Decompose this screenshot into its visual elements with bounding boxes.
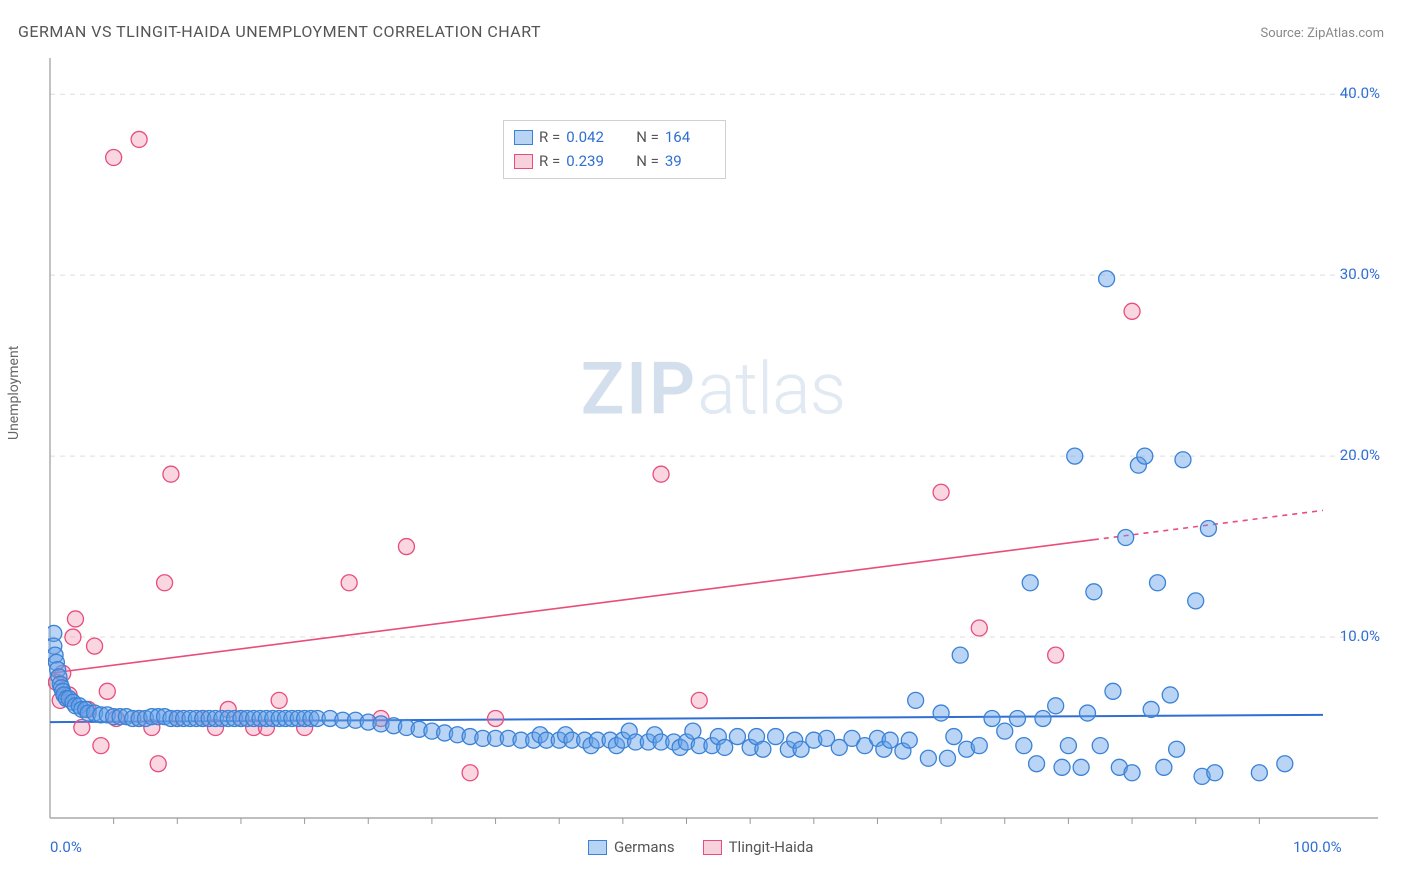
series-legend: Germans Tlingit-Haida bbox=[588, 838, 813, 856]
swatch-pink bbox=[514, 154, 533, 169]
y-tick-label: 10.0% bbox=[1340, 627, 1380, 645]
x-tick-label: 0.0% bbox=[50, 838, 82, 856]
y-axis-label: Unemployment bbox=[6, 346, 22, 440]
legend-row-germans: R = 0.042 N = 164 bbox=[514, 125, 715, 149]
swatch-blue-icon bbox=[588, 840, 607, 855]
legend-item-germans: Germans bbox=[588, 838, 675, 856]
legend-row-tlingit: R = 0.239 N = 39 bbox=[514, 149, 715, 173]
y-tick-label: 30.0% bbox=[1340, 265, 1380, 283]
chart-title: GERMAN VS TLINGIT-HAIDA UNEMPLOYMENT COR… bbox=[18, 22, 541, 41]
source-attribution: Source: ZipAtlas.com bbox=[1260, 26, 1384, 41]
x-tick-label: 100.0% bbox=[1293, 838, 1342, 856]
y-tick-label: 20.0% bbox=[1340, 446, 1380, 464]
y-tick-label: 40.0% bbox=[1340, 84, 1380, 102]
swatch-pink-icon bbox=[703, 840, 722, 855]
legend-item-tlingit: Tlingit-Haida bbox=[703, 838, 814, 856]
correlation-legend: R = 0.042 N = 164 R = 0.239 N = 39 bbox=[503, 120, 726, 179]
swatch-blue bbox=[514, 130, 533, 145]
plot-area: ZIPatlas R = 0.042 N = 164 R = 0.239 N =… bbox=[48, 58, 1378, 828]
